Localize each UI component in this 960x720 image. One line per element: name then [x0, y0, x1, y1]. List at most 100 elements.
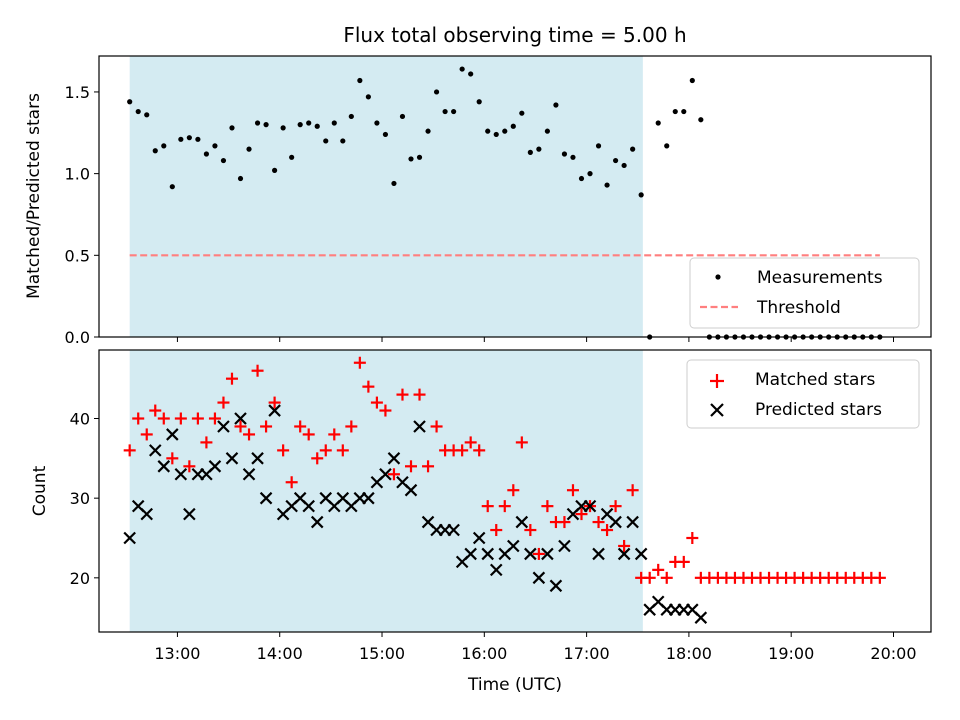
- legend-predicted-label: Predicted stars: [755, 400, 882, 420]
- legend-measurements-marker: [715, 274, 721, 280]
- matched-star-point: [336, 444, 349, 457]
- measurement-point: [331, 120, 337, 126]
- predicted-star-stroke-b: [242, 467, 256, 481]
- measurement-point: [502, 128, 508, 134]
- measurement-point: [348, 113, 354, 120]
- predicted-star-point: [183, 507, 196, 521]
- predicted-star-point: [532, 571, 546, 585]
- measurement-point: [451, 108, 457, 115]
- matched-star-point: [473, 444, 486, 457]
- predicted-star-stroke-b: [166, 428, 179, 441]
- measurement-point: [416, 154, 423, 160]
- measurement-point: [135, 108, 141, 115]
- predicted-star-stroke-b: [507, 539, 520, 553]
- matched-star-point: [507, 484, 520, 497]
- figure-title: Flux total observing time = 5.00 h: [343, 23, 686, 47]
- matched-star-point: [132, 412, 145, 425]
- bottom-predicted-stars: [123, 404, 708, 624]
- predicted-star-point: [302, 499, 315, 513]
- measurement-point: [152, 148, 158, 154]
- matched-star-point: [225, 372, 238, 385]
- predicted-star-point: [225, 452, 239, 465]
- predicted-star-stroke-b: [489, 563, 503, 577]
- matched-star-point: [660, 571, 673, 584]
- predicted-star-stroke-b: [532, 571, 546, 585]
- matched-star-point: [405, 460, 417, 473]
- top-shaded-span: [129, 56, 643, 337]
- predicted-star-point: [148, 444, 162, 457]
- predicted-star-point: [242, 467, 256, 481]
- measurement-point: [630, 146, 636, 152]
- measurement-point: [408, 156, 414, 162]
- measurement-point: [553, 102, 559, 108]
- bottom-grid-ticks: 20 30 40 13:00 14:00 15:00 16:00 17:00 18:00 19:0…: [70, 410, 917, 663]
- predicted-star-point: [447, 523, 460, 537]
- predicted-star-point: [379, 467, 392, 481]
- matched-star-point: [686, 532, 699, 544]
- matched-star-point: [626, 484, 639, 497]
- matched-star-point: [490, 524, 503, 537]
- matched-star-point: [268, 396, 281, 409]
- predicted-star-stroke-b: [549, 579, 563, 593]
- matched-star-point: [217, 396, 230, 409]
- matched-star-point: [575, 508, 588, 521]
- predicted-star-stroke-b: [447, 523, 460, 537]
- predicted-star-point: [583, 499, 597, 513]
- predicted-star-stroke-b: [131, 499, 145, 513]
- bottom-x-tick-label: 20:00: [870, 644, 916, 663]
- measurement-point: [365, 94, 371, 100]
- measurement-point: [570, 154, 576, 160]
- matched-star-point: [652, 563, 665, 576]
- matched-star-point: [200, 436, 213, 449]
- predicted-star-stroke-b: [157, 460, 171, 473]
- bottom-y-tick-label: 30: [70, 489, 90, 508]
- matched-star-point: [149, 404, 162, 417]
- predicted-star-stroke-b: [404, 483, 418, 497]
- predicted-star-point: [541, 547, 554, 561]
- predicted-star-stroke-b: [251, 452, 264, 465]
- measurement-point: [664, 143, 670, 149]
- matched-star-point: [234, 420, 247, 433]
- measurement-point: [169, 184, 175, 190]
- matched-star-point: [370, 396, 383, 409]
- x-axis-label: Time (UTC): [467, 675, 562, 695]
- measurement-point: [485, 128, 491, 134]
- matched-star-point: [208, 412, 221, 425]
- predicted-star-stroke-b: [515, 515, 529, 529]
- predicted-star-point: [524, 547, 537, 561]
- matched-star-point: [251, 364, 264, 377]
- matched-star-point: [243, 428, 256, 441]
- predicted-star-point: [157, 460, 171, 473]
- top-legend: Measurements Threshold: [689, 257, 920, 329]
- predicted-star-stroke-b: [626, 515, 639, 529]
- predicted-star-point: [626, 515, 639, 529]
- measurement-point: [604, 182, 610, 188]
- measurement-point: [578, 175, 585, 182]
- top-y-tick-label: 0.0: [65, 328, 90, 347]
- measurement-point: [621, 162, 627, 169]
- measurement-point: [638, 192, 644, 198]
- top-legend-box: [689, 257, 920, 329]
- bottom-y-tick-label: 40: [70, 410, 90, 429]
- predicted-star-stroke-b: [225, 452, 239, 465]
- matched-star-point: [157, 412, 170, 425]
- predicted-star-stroke-b: [123, 531, 136, 545]
- matched-star-point: [618, 539, 631, 552]
- measurement-point: [186, 135, 192, 141]
- top-y-tick-label: 1.5: [65, 83, 90, 102]
- predicted-star-stroke-b: [592, 547, 605, 561]
- top-panel: 0.0 0.5 1.0 1.5 Matched/Predicted stars Mea…: [24, 55, 932, 347]
- predicted-star-point: [208, 460, 222, 473]
- matched-star-point: [379, 404, 392, 417]
- bottom-y-tick-label: 20: [70, 569, 90, 588]
- measurement-point: [374, 120, 380, 126]
- measurement-point: [289, 154, 295, 160]
- matched-star-point: [592, 516, 605, 529]
- matched-star-point: [413, 388, 426, 401]
- bottom-x-tick-label: 16:00: [461, 644, 507, 663]
- legend-matched-label: Matched stars: [755, 370, 875, 390]
- predicted-star-stroke-b: [140, 507, 154, 521]
- bottom-x-tick-label: 19:00: [768, 644, 814, 663]
- predicted-star-stroke-b: [396, 475, 409, 489]
